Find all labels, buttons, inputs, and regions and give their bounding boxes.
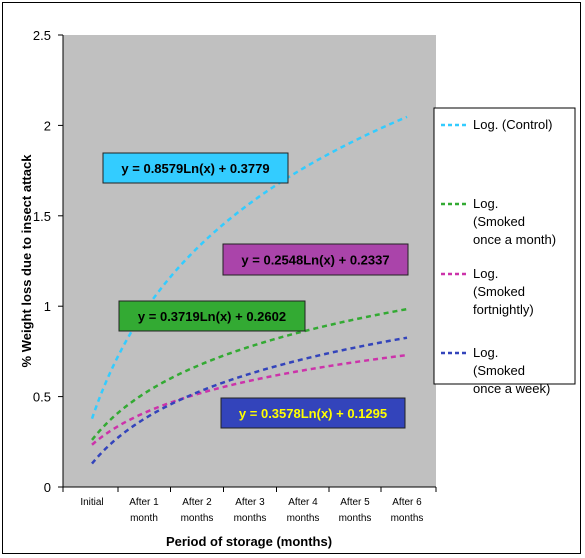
y-axis-ticks: 0 0.5 1 1.5 2 2.5 xyxy=(33,28,63,495)
x-tick-label: After 1 month xyxy=(129,497,159,524)
y-tick-label: 1 xyxy=(44,299,51,314)
y-tick-label: 0.5 xyxy=(33,390,51,405)
x-tick-label: After 3 months xyxy=(234,497,267,524)
x-axis-title: Period of storage (months) xyxy=(166,534,332,549)
x-tick-label: After 6 months xyxy=(391,497,424,524)
equation-label-box xyxy=(220,397,406,429)
equation-label-box xyxy=(222,243,409,276)
equation-label-box xyxy=(118,300,306,332)
equation-label: y = 0.2548Ln(x) + 0.2337 xyxy=(241,253,389,268)
y-tick-label: 1.5 xyxy=(33,209,51,224)
x-tick-label: After 2 months xyxy=(181,497,214,524)
equation-label: y = 0.8579Ln(x) + 0.3779 xyxy=(121,161,269,176)
legend-label: Log. (Smoked once a week) xyxy=(473,345,550,396)
equation-label-box xyxy=(102,152,289,184)
equation-labels: y = 0.8579Ln(x) + 0.3779 y = 0.3719Ln(x) … xyxy=(102,152,409,429)
x-tick-label: After 4 months xyxy=(287,497,320,524)
y-axis-title: % Weight loss due to insect attack xyxy=(19,154,34,368)
legend-label: Log. (Control) xyxy=(473,117,552,132)
y-tick-label: 2.5 xyxy=(33,28,51,43)
trend-line-3 xyxy=(91,336,408,465)
equation-label: y = 0.3719Ln(x) + 0.2602 xyxy=(138,309,286,324)
equation-label: y = 0.3578Ln(x) + 0.1295 xyxy=(239,406,387,421)
y-tick-label: 2 xyxy=(44,118,51,133)
legend-label: Log. (Smoked once a month) xyxy=(473,196,556,247)
legend: Log. (Control) Log. (Smoked once a month) Lo… xyxy=(441,117,556,396)
trend-line-2 xyxy=(91,353,408,446)
y-tick-label: 0 xyxy=(44,480,51,495)
x-tick-label: Initial xyxy=(80,497,103,508)
legend-box xyxy=(433,107,576,385)
legend-label: Log. (Smoked fortnightly) xyxy=(473,266,534,317)
x-tick-label: After 5 months xyxy=(339,497,372,524)
